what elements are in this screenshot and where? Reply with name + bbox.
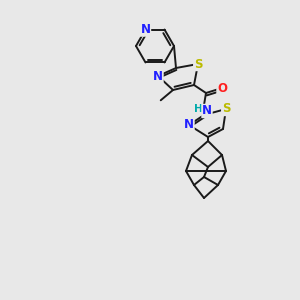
Text: H: H (194, 104, 202, 114)
Text: N: N (140, 23, 151, 36)
Text: S: S (194, 58, 202, 70)
Text: N: N (153, 70, 163, 83)
Text: N: N (184, 118, 194, 131)
Text: S: S (222, 103, 230, 116)
Text: O: O (217, 82, 227, 94)
Text: N: N (202, 104, 212, 118)
